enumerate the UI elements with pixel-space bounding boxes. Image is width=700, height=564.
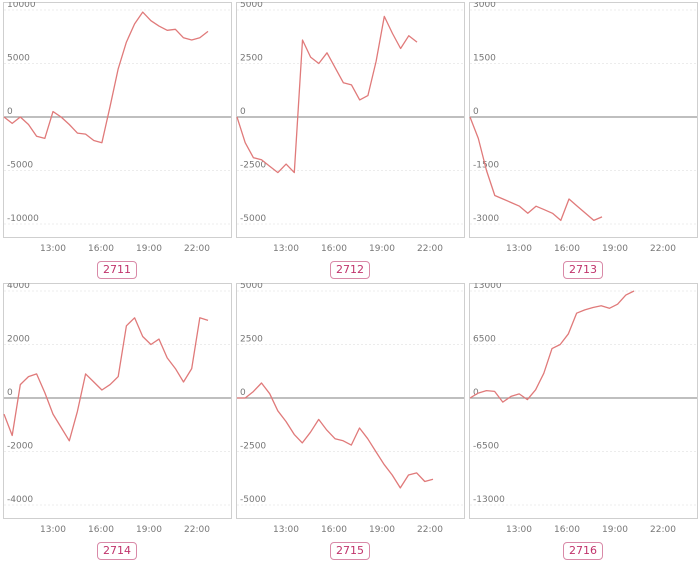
y-tick-label: -3000 xyxy=(473,214,499,224)
plot-frame xyxy=(3,283,232,519)
chart-svg: 13000 6500 0 -6500 -13000 13:00 16:00 19:00 22:0… xyxy=(469,283,698,535)
x-tick-label: 16:00 xyxy=(321,244,347,254)
y-tick-label: -2500 xyxy=(240,161,266,171)
y-tick-label: 0 xyxy=(473,388,479,398)
x-tick-label: 16:00 xyxy=(554,244,580,254)
y-tick-label: 5000 xyxy=(7,54,30,64)
plot-frame xyxy=(469,283,698,519)
plot-frame xyxy=(3,2,232,238)
y-tick-label: 13000 xyxy=(473,283,502,291)
x-tick-label: 16:00 xyxy=(88,244,114,254)
series-line xyxy=(3,11,209,144)
chart-label-badge: 2713 xyxy=(563,261,603,279)
series-line xyxy=(236,15,418,174)
chart-svg: 5000 2500 0 -2500 -5000 13:00 16:00 19:00 22:00 xyxy=(236,2,465,254)
y-tick-label: 2500 xyxy=(240,54,263,64)
y-tick-label: 0 xyxy=(240,388,246,398)
y-tick-label: 6500 xyxy=(473,335,496,345)
chart-label-badge: 2711 xyxy=(97,261,137,279)
chart-panel-2714: 4000 2000 0 -2000 -4000 13:00 16:00 19:00 22:00 2… xyxy=(3,283,235,564)
y-tick-label: 5000 xyxy=(240,283,263,291)
x-tick-label: 16:00 xyxy=(554,525,580,535)
x-tick-label: 19:00 xyxy=(602,244,628,254)
x-tick-label: 13:00 xyxy=(273,244,299,254)
y-tick-label: -5000 xyxy=(240,214,266,224)
chart-svg: 4000 2000 0 -2000 -4000 13:00 16:00 19:00 22:00 xyxy=(3,283,232,535)
plot-frame xyxy=(236,2,465,238)
y-tick-label: -2000 xyxy=(7,442,33,452)
chart-label-badge: 2714 xyxy=(97,542,137,560)
series-line xyxy=(469,290,635,403)
x-tick-label: 13:00 xyxy=(506,244,532,254)
chart-label-badge: 2716 xyxy=(563,542,603,560)
y-tick-label: 2500 xyxy=(240,335,263,345)
y-tick-label: 10000 xyxy=(7,2,36,10)
y-tick-label: 5000 xyxy=(240,2,263,10)
chart-svg: 10000 5000 0 -5000 -10000 13:00 16:00 19:00 22:0… xyxy=(3,2,232,254)
x-tick-label: 22:00 xyxy=(417,525,443,535)
chart-svg: 3000 1500 0 -1500 -3000 13:00 16:00 19:00 22:00 xyxy=(469,2,698,254)
x-tick-label: 22:00 xyxy=(184,525,210,535)
x-tick-label: 22:00 xyxy=(184,244,210,254)
x-tick-label: 13:00 xyxy=(506,525,532,535)
y-tick-label: 1500 xyxy=(473,54,496,64)
y-tick-label: -4000 xyxy=(7,495,33,505)
series-line xyxy=(469,116,603,222)
y-tick-label: -2500 xyxy=(240,442,266,452)
chart-panel-2711: 10000 5000 0 -5000 -10000 13:00 16:00 19:00 22:0… xyxy=(3,2,235,283)
chart-svg: 5000 2500 0 -2500 -5000 13:00 16:00 19:00 22:00 xyxy=(236,283,465,535)
x-tick-label: 22:00 xyxy=(650,525,676,535)
y-tick-label: -6500 xyxy=(473,442,499,452)
y-tick-label: 0 xyxy=(7,107,13,117)
chart-panel-2712: 5000 2500 0 -2500 -5000 13:00 16:00 19:00 22:00 2… xyxy=(236,2,468,283)
y-tick-label: 2000 xyxy=(7,335,30,345)
chart-label-badge: 2715 xyxy=(330,542,370,560)
chart-panel-2713: 3000 1500 0 -1500 -3000 13:00 16:00 19:00 22:00 2… xyxy=(469,2,700,283)
x-tick-label: 22:00 xyxy=(417,244,443,254)
chart-panel-2715: 5000 2500 0 -2500 -5000 13:00 16:00 19:00 22:00 2… xyxy=(236,283,468,564)
chart-label-badge: 2712 xyxy=(330,261,370,279)
plot-frame xyxy=(236,283,465,519)
y-tick-label: 0 xyxy=(240,107,246,117)
x-tick-label: 22:00 xyxy=(650,244,676,254)
x-tick-label: 13:00 xyxy=(40,244,66,254)
x-tick-label: 16:00 xyxy=(88,525,114,535)
y-tick-label: 0 xyxy=(473,107,479,117)
series-line xyxy=(237,382,434,489)
x-tick-label: 19:00 xyxy=(136,525,162,535)
x-tick-label: 19:00 xyxy=(602,525,628,535)
x-tick-label: 19:00 xyxy=(136,244,162,254)
y-tick-label: -13000 xyxy=(473,495,505,505)
plot-frame xyxy=(469,2,698,238)
x-tick-label: 19:00 xyxy=(369,244,395,254)
x-tick-label: 16:00 xyxy=(321,525,347,535)
y-tick-label: -5000 xyxy=(7,161,33,171)
x-tick-label: 19:00 xyxy=(369,525,395,535)
y-tick-label: -1500 xyxy=(473,161,499,171)
y-tick-label: 4000 xyxy=(7,283,30,291)
chart-panel-2716: 13000 6500 0 -6500 -13000 13:00 16:00 19:00 22:0… xyxy=(469,283,700,564)
y-tick-label: -5000 xyxy=(240,495,266,505)
x-tick-label: 13:00 xyxy=(40,525,66,535)
x-tick-label: 13:00 xyxy=(273,525,299,535)
series-line xyxy=(3,317,209,442)
y-tick-label: 0 xyxy=(7,388,13,398)
y-tick-label: 3000 xyxy=(473,2,496,10)
y-tick-label: -10000 xyxy=(7,214,39,224)
